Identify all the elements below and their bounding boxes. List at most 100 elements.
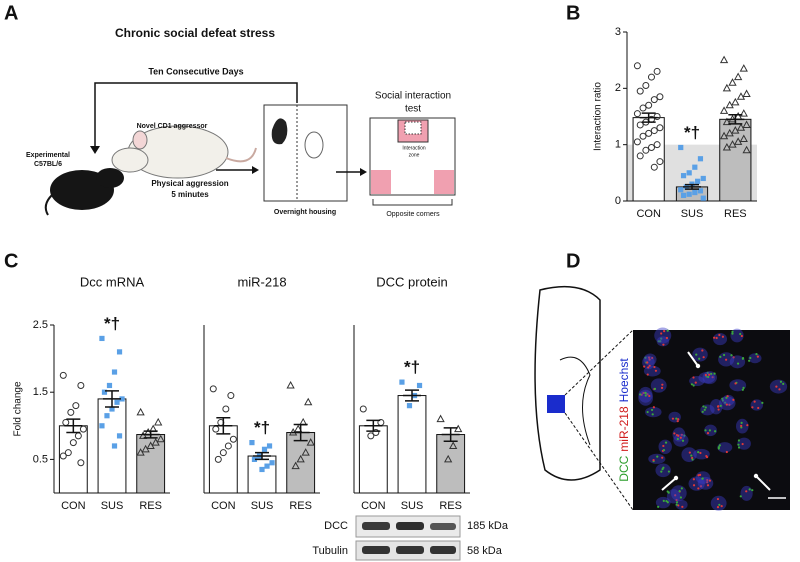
signal-dot [653, 365, 656, 369]
error-bar [103, 390, 121, 408]
signal-dot [683, 434, 686, 437]
cell-nucleus [689, 376, 705, 387]
panel-label: A [4, 2, 18, 24]
brain-contour [559, 356, 591, 446]
data-point [306, 438, 315, 446]
micrograph-panel: DCC miR-218 Hoechst [534, 285, 790, 511]
signal-dot [667, 470, 671, 473]
signal-dot [721, 399, 724, 402]
signal-dot [651, 413, 654, 416]
data-point [650, 96, 658, 104]
data-point [406, 403, 413, 409]
annotation: *† [684, 123, 700, 142]
signal-dot [737, 446, 741, 449]
signal-dot [706, 484, 710, 487]
data-point [291, 461, 300, 470]
signal-dot [657, 340, 660, 343]
signal-dot [756, 355, 759, 358]
x-tick-label: SUS [401, 500, 424, 512]
signal-dot [662, 499, 665, 502]
data-point [416, 382, 423, 389]
region-marker [547, 395, 565, 413]
cell-nucleus [709, 398, 723, 415]
signal-dot [740, 424, 743, 427]
signal-dot [706, 478, 709, 482]
data-point [304, 397, 313, 406]
data-point [719, 131, 729, 140]
channel-label: Hoechst [617, 358, 631, 403]
data-point [642, 146, 650, 154]
signal-dot [737, 439, 741, 442]
data-point [692, 164, 698, 170]
data-point [725, 100, 734, 109]
x-tick-label: CON [211, 500, 236, 512]
y-tick-label: 3 [615, 26, 621, 38]
data-point [725, 128, 734, 137]
signal-dot [739, 332, 742, 336]
error-bar [639, 112, 658, 123]
signal-dot [715, 336, 718, 340]
cell-nucleus [642, 355, 655, 370]
cell-nucleus [750, 399, 764, 411]
cell-nucleus [729, 379, 747, 392]
chart-title: miR-218 [237, 274, 286, 289]
signal-dot [748, 488, 751, 491]
data-point [399, 379, 405, 385]
band [362, 546, 390, 554]
data-point [678, 187, 684, 193]
data-point [222, 405, 230, 413]
x-tick-label: RES [139, 500, 162, 512]
cell-nucleus [670, 485, 687, 502]
y-tick-label: 1 [615, 139, 621, 151]
bar [286, 432, 316, 494]
data-point [119, 396, 125, 402]
signal-dot [748, 359, 751, 362]
band [396, 546, 424, 554]
diagram: Chronic social defeat stress Ten Consecu… [26, 26, 456, 218]
bar [397, 395, 427, 494]
cell-nucleus [722, 394, 735, 406]
signal-dot [751, 406, 754, 409]
data-point [296, 454, 305, 463]
brain-section [534, 285, 601, 481]
data-point [722, 117, 732, 126]
error-bar [403, 389, 421, 402]
y-tick-label: 2.5 [33, 319, 48, 331]
x-tick-label: RES [724, 208, 747, 220]
x-tick-label: CON [361, 500, 386, 512]
annotation: *† [404, 358, 420, 377]
data-point [151, 438, 160, 446]
blot-label: DCC [324, 520, 348, 532]
enclosure [404, 121, 422, 135]
x-tick-label: SUS [681, 208, 704, 220]
signal-dot [706, 432, 710, 435]
data-point [104, 413, 110, 419]
bar [208, 425, 238, 494]
data-point [359, 405, 367, 413]
cell-nucleus [730, 328, 744, 343]
data-point [653, 141, 661, 149]
data-point [697, 188, 704, 194]
data-point [269, 460, 275, 466]
cell-nucleus [729, 355, 746, 369]
data-point [229, 435, 237, 443]
y-axis-label: Interaction ratio [593, 82, 604, 151]
data-point [734, 72, 743, 81]
data-point [136, 448, 145, 456]
data-point [156, 434, 165, 443]
data-point [719, 106, 729, 114]
signal-dot [688, 451, 691, 454]
signal-dot [660, 332, 663, 335]
data-point [444, 454, 453, 463]
data-point [700, 195, 706, 201]
signal-dot [692, 376, 695, 379]
signal-dot [697, 487, 700, 490]
housing-label: Overnight housing [274, 209, 336, 216]
data-point [636, 87, 644, 95]
data-point [214, 455, 222, 463]
signal-dot [742, 386, 745, 389]
signal-dot [741, 388, 744, 391]
signal-dot [660, 470, 663, 473]
signal-dot [708, 373, 711, 376]
data-point [656, 124, 664, 132]
